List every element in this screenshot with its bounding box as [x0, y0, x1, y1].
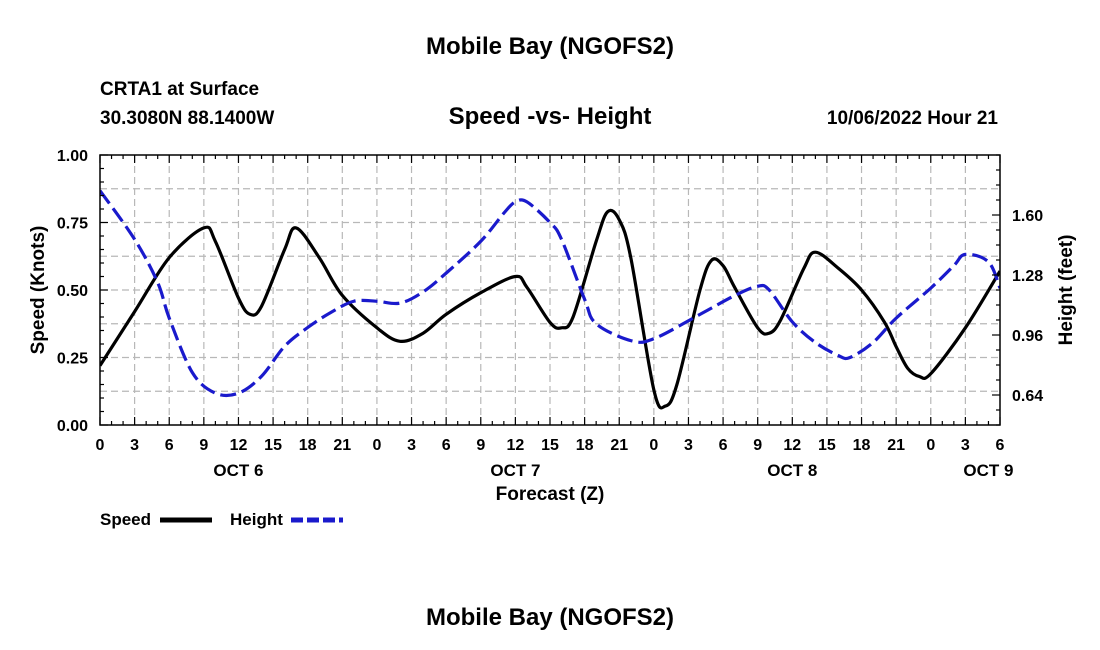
y-tick-label: 0.75 [57, 216, 88, 233]
x-tick-label: 0 [372, 437, 381, 454]
y2-tick-label: 0.64 [1012, 388, 1043, 405]
y-tick-label: 0.25 [57, 351, 88, 368]
x-tick-label: 12 [506, 437, 524, 454]
y-tick-label: 0.50 [57, 283, 88, 300]
day-label: OCT 7 [490, 461, 540, 480]
day-label: OCT 6 [213, 461, 263, 480]
day-label: OCT 9 [963, 461, 1013, 480]
x-tick-label: 0 [96, 437, 105, 454]
x-axis-title: Forecast (Z) [496, 484, 605, 505]
station-coords: 30.3080N 88.1400W [100, 108, 274, 129]
tick-labels: 0 3 6 9 12 15 18 21 0 3 6 9 12 15 18 21 0 3 6 9 12 15 18 21 0 3 6 O… [57, 148, 1043, 480]
x-tick-label: 9 [476, 437, 485, 454]
day-label: OCT 8 [767, 461, 817, 480]
x-tick-label: 9 [199, 437, 208, 454]
tick-marks [99, 154, 1001, 426]
legend-label-speed: Speed [100, 510, 151, 529]
y2-axis-title: Height (feet) [1056, 235, 1077, 346]
chart-title: Speed -vs- Height [449, 103, 652, 130]
x-tick-label: 21 [333, 437, 351, 454]
page-title-bottom: Mobile Bay (NGOFS2) [426, 604, 674, 631]
x-tick-label: 12 [230, 437, 248, 454]
x-tick-label: 0 [649, 437, 658, 454]
y2-tick-label: 0.96 [1012, 328, 1043, 345]
y-axis-title: Speed (Knots) [28, 226, 49, 355]
y2-tick-label: 1.28 [1012, 268, 1043, 285]
x-tick-label: 9 [753, 437, 762, 454]
x-tick-label: 15 [264, 437, 282, 454]
x-tick-label: 3 [407, 437, 416, 454]
x-tick-label: 21 [887, 437, 905, 454]
x-tick-label: 6 [442, 437, 451, 454]
series-layer [100, 189, 1000, 410]
page-title-top: Mobile Bay (NGOFS2) [426, 33, 674, 60]
x-tick-label: 6 [996, 437, 1005, 454]
x-tick-label: 15 [818, 437, 836, 454]
series-line-speed [100, 208, 1000, 410]
x-tick-label: 18 [853, 437, 871, 454]
station-label: CRTA1 at Surface [100, 79, 259, 100]
y-tick-label: 0.00 [57, 418, 88, 435]
y2-tick-label: 1.60 [1012, 208, 1043, 225]
x-tick-label: 3 [684, 437, 693, 454]
legend: Speed Height [100, 510, 343, 529]
forecast-date: 10/06/2022 Hour 21 [827, 108, 999, 129]
legend-label-height: Height [230, 510, 283, 529]
x-tick-label: 3 [130, 437, 139, 454]
x-tick-label: 18 [576, 437, 594, 454]
y-tick-label: 1.00 [57, 148, 88, 165]
x-tick-label: 6 [719, 437, 728, 454]
x-tick-label: 21 [610, 437, 628, 454]
x-tick-label: 12 [783, 437, 801, 454]
x-tick-label: 15 [541, 437, 559, 454]
x-tick-label: 6 [165, 437, 174, 454]
x-tick-label: 0 [926, 437, 935, 454]
x-tick-label: 18 [299, 437, 317, 454]
x-tick-label: 3 [961, 437, 970, 454]
